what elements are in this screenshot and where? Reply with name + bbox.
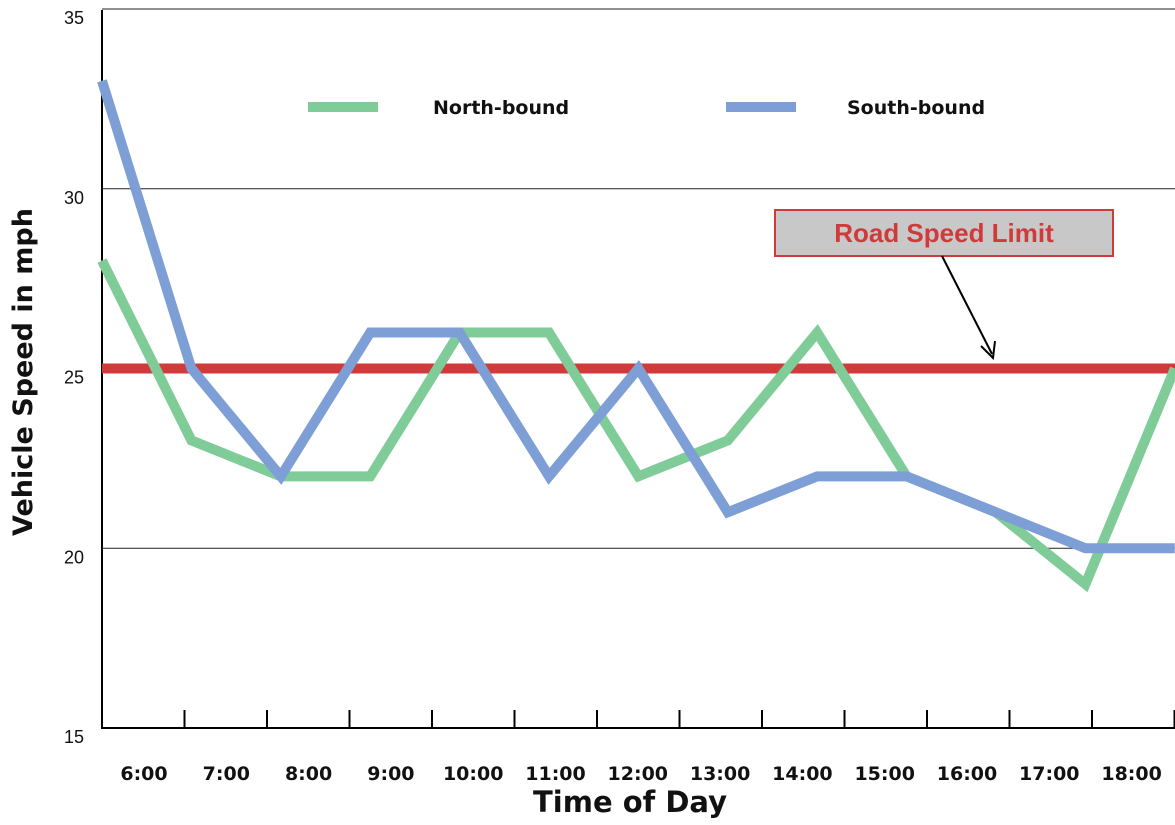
data-point-south-bound <box>369 332 371 334</box>
x-tick-label-16:00: 16:00 <box>937 763 997 785</box>
x-tick-label-7:00: 7:00 <box>203 763 250 785</box>
data-point-north-bound <box>816 332 818 334</box>
x-ticks: 6:00 7:00 8:00 9:00 10:00 11:00 12:00 13:00 14:0… <box>120 710 1175 785</box>
y-tick-label-20: 20 <box>64 547 84 567</box>
x-tick-label-15:00: 15:00 <box>854 763 914 785</box>
data-point-north-bound <box>369 475 371 477</box>
data-point-south-bound <box>190 368 192 369</box>
data-point-north-bound <box>1084 583 1086 585</box>
legend-label-1: South-bound <box>847 97 985 119</box>
y-tick-label-35: 35 <box>64 8 84 28</box>
legend: North-bound South-bound <box>308 97 985 119</box>
annotation-arrow-shaft <box>941 255 993 355</box>
annotation-label: Road Speed Limit <box>834 218 1054 248</box>
data-point-north-bound <box>101 260 103 262</box>
y-tick-labels: 15 20 25 30 35 <box>64 8 84 747</box>
data-point-south-bound <box>459 332 461 334</box>
x-tick-label-10:00: 10:00 <box>443 763 503 785</box>
x-tick-label-8:00: 8:00 <box>285 763 332 785</box>
data-point-south-bound <box>1084 547 1086 549</box>
data-point-north-bound <box>727 439 729 441</box>
series-lines <box>97 79 1175 593</box>
speed-limit-annotation: Road Speed Limit <box>774 209 1114 361</box>
data-point-south-bound <box>280 475 282 477</box>
x-axis-title: Time of Day <box>533 785 727 819</box>
annotation-arrow-head <box>980 340 996 361</box>
series-line-north-bound <box>97 258 1175 593</box>
x-tick-label-12:00: 12:00 <box>608 763 668 785</box>
x-tick-label-9:00: 9:00 <box>367 763 414 785</box>
data-point-south-bound <box>727 511 729 513</box>
data-point-south-bound <box>995 511 997 513</box>
y-axis-title: Vehicle Speed in mph <box>8 208 39 536</box>
data-point-south-bound <box>637 368 639 369</box>
x-tick-label-14:00: 14:00 <box>772 763 832 785</box>
x-tick-label-6:00: 6:00 <box>120 763 167 785</box>
data-point-north-bound <box>637 475 639 477</box>
data-point-south-bound <box>906 475 908 477</box>
x-tick-label-13:00: 13:00 <box>690 763 750 785</box>
y-tick-label-15: 15 <box>64 727 84 747</box>
legend-label-0: North-bound <box>433 97 569 119</box>
data-point-south-bound <box>548 475 550 477</box>
y-tick-label-25: 25 <box>64 368 84 388</box>
x-tick-label-18:00: 18:00 <box>1101 763 1161 785</box>
x-tick-label-17:00: 17:00 <box>1019 763 1079 785</box>
data-point-north-bound <box>548 332 550 334</box>
y-tick-label-30: 30 <box>64 188 84 208</box>
x-tick-label-11:00: 11:00 <box>525 763 585 785</box>
data-point-north-bound <box>190 439 192 441</box>
annotation-box <box>774 209 1114 257</box>
gridlines <box>102 8 1175 549</box>
data-point-south-bound <box>101 80 103 82</box>
data-point-south-bound <box>816 475 818 477</box>
